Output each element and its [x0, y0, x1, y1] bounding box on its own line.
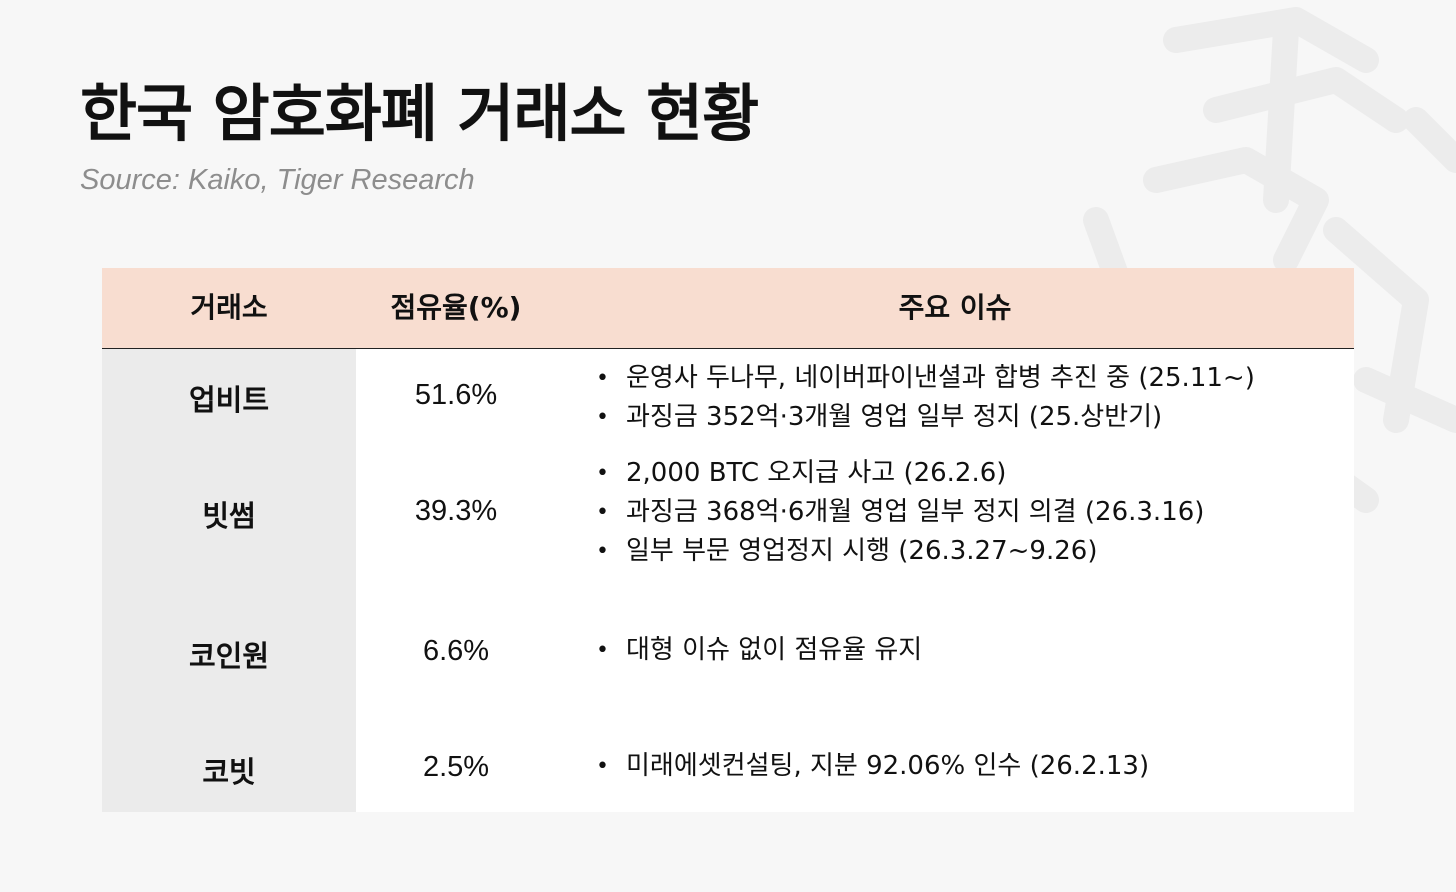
bullet: • — [596, 754, 609, 779]
share-value: 2.5% — [422, 751, 490, 783]
share-value: 51.6% — [414, 379, 498, 411]
issue-text: 미래에셋컨설팅, 지분 92.06% 인수 (26.2.13) — [626, 751, 1150, 781]
share-value: 39.3% — [414, 495, 498, 527]
table-header: 거래소 점유율(%) 주요 이슈 — [102, 268, 1354, 349]
issue-text: 대형 이슈 없이 점유율 유지 — [626, 635, 923, 665]
issue-text: 운영사 두나무, 네이버파이낸셜과 합병 추진 중 (25.11~) — [626, 363, 1255, 393]
source-note: Source: Kaiko, Tiger Research — [80, 164, 475, 196]
table-row: 업비트 51.6% • 운영사 두나무, 네이버파이낸셜과 합병 추진 중 (25… — [102, 349, 1354, 445]
issue-item: • 운영사 두나무, 네이버파이낸셜과 합병 추진 중 (25.11~) — [596, 359, 1255, 398]
issue-text: 과징금 352억·3개월 영업 일부 정지 (25.상반기) — [626, 402, 1163, 432]
exchange-name: 코인원 — [188, 639, 270, 673]
table-row: 코빗 2.5% • 미래에셋컨설팅, 지분 92.06% 인수 (26.2.13) — [102, 699, 1354, 812]
share-value: 6.6% — [422, 635, 490, 667]
issue-item: • 미래에셋컨설팅, 지분 92.06% 인수 (26.2.13) — [596, 747, 1149, 786]
exchange-name: 빗썸 — [202, 499, 256, 533]
issue-item: • 2,000 BTC 오지급 사고 (26.2.6) — [596, 454, 1204, 493]
issue-item: • 대형 이슈 없이 점유율 유지 — [596, 631, 922, 670]
bullet: • — [596, 405, 609, 430]
issue-item: • 일부 부문 영업정지 시행 (26.3.27~9.26) — [596, 532, 1204, 571]
issue-text: 과징금 368억·6개월 영업 일부 정지 의결 (26.3.16) — [626, 497, 1205, 527]
bullet: • — [596, 500, 609, 525]
issue-list: • 대형 이슈 없이 점유율 유지 — [596, 631, 922, 670]
issue-text: 2,000 BTC 오지급 사고 (26.2.6) — [626, 458, 1007, 488]
issue-list: • 2,000 BTC 오지급 사고 (26.2.6) • 과징금 368억·6개월… — [596, 454, 1204, 571]
bullet: • — [596, 366, 609, 391]
header-share: 점유율(%) — [390, 291, 522, 324]
name-column-background — [102, 349, 356, 812]
bullet: • — [596, 539, 609, 564]
issue-list: • 미래에셋컨설팅, 지분 92.06% 인수 (26.2.13) — [596, 747, 1149, 786]
issue-item: • 과징금 352억·3개월 영업 일부 정지 (25.상반기) — [596, 398, 1255, 437]
bullet: • — [596, 461, 609, 486]
exchange-name: 코빗 — [202, 755, 256, 789]
bullet: • — [596, 638, 609, 663]
issue-list: • 운영사 두나무, 네이버파이낸셜과 합병 추진 중 (25.11~) • 과징금… — [596, 359, 1255, 437]
exchange-name: 업비트 — [188, 383, 270, 417]
header-issues: 주요 이슈 — [898, 291, 1012, 324]
issue-text: 일부 부문 영업정지 시행 (26.3.27~9.26) — [626, 536, 1098, 566]
table-row: 빗썸 39.3% • 2,000 BTC 오지급 사고 (26.2.6) • 과징금… — [102, 445, 1354, 573]
page-title: 한국 암호화폐 거래소 현황 — [80, 77, 759, 150]
header-exchange: 거래소 — [190, 291, 268, 324]
table-row: 코인원 6.6% • 대형 이슈 없이 점유율 유지 — [102, 573, 1354, 699]
issue-item: • 과징금 368억·6개월 영업 일부 정지 의결 (26.3.16) — [596, 493, 1204, 532]
exchange-table: 거래소 점유율(%) 주요 이슈 업비트 51.6% • 운영사 두나무, 네이버… — [102, 268, 1354, 812]
